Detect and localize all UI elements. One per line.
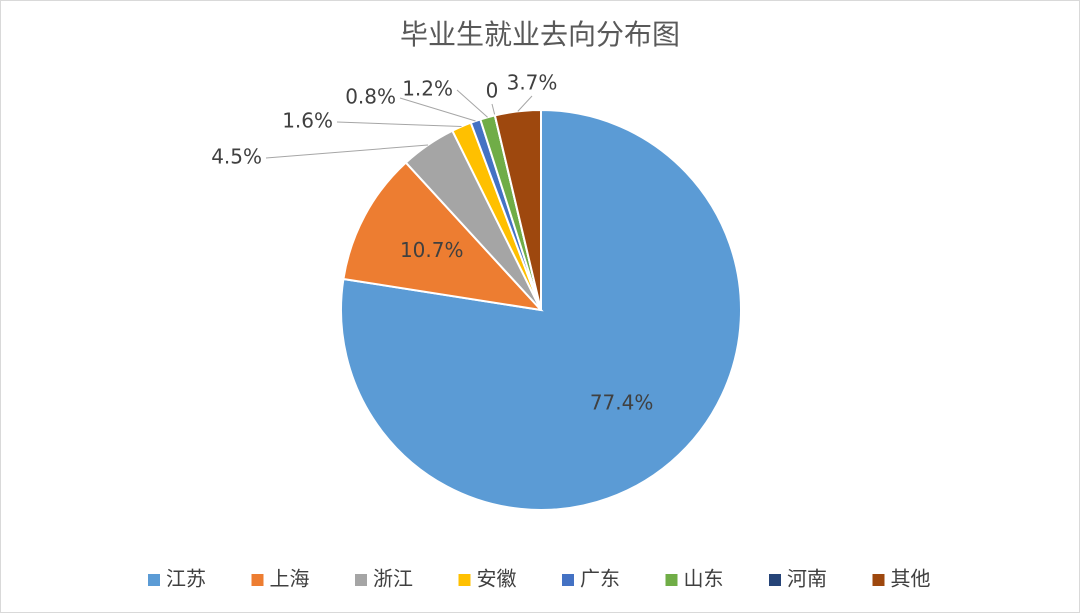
legend-label: 其他	[891, 567, 931, 591]
leader-line	[491, 103, 496, 116]
legend-swatch	[148, 574, 160, 586]
legend-label: 上海	[270, 567, 310, 591]
leader-line	[399, 97, 476, 122]
legend-swatch	[355, 574, 367, 586]
legend-label: 河南	[787, 567, 827, 591]
legend-swatch	[872, 574, 885, 586]
pie-slice	[342, 161, 544, 312]
legend-label: 广东	[580, 567, 620, 591]
data-label: 4.5%	[211, 145, 262, 169]
leader-line	[265, 144, 429, 159]
legend-swatch	[458, 574, 471, 586]
leader-line	[456, 89, 488, 118]
leader-line	[336, 121, 462, 127]
data-label: 1.2%	[402, 77, 453, 101]
legend-swatch	[562, 574, 574, 586]
legend-label: 安徽	[477, 567, 517, 591]
data-label: 3.7%	[507, 71, 558, 95]
legend-swatch	[665, 574, 678, 586]
legend-swatch	[769, 574, 781, 586]
legend-label: 江苏	[166, 567, 206, 591]
data-label: 1.6%	[282, 109, 333, 133]
data-label: 0	[486, 79, 499, 103]
data-label: 10.7%	[400, 238, 464, 262]
data-label: 77.4%	[590, 391, 654, 415]
chart-title: 毕业生就业去向分布图	[400, 18, 680, 51]
legend-swatch	[251, 574, 264, 586]
legend-label: 山东	[684, 567, 724, 591]
legend-label: 浙江	[373, 567, 413, 591]
data-label: 0.8%	[345, 85, 396, 109]
leader-line	[517, 95, 533, 112]
